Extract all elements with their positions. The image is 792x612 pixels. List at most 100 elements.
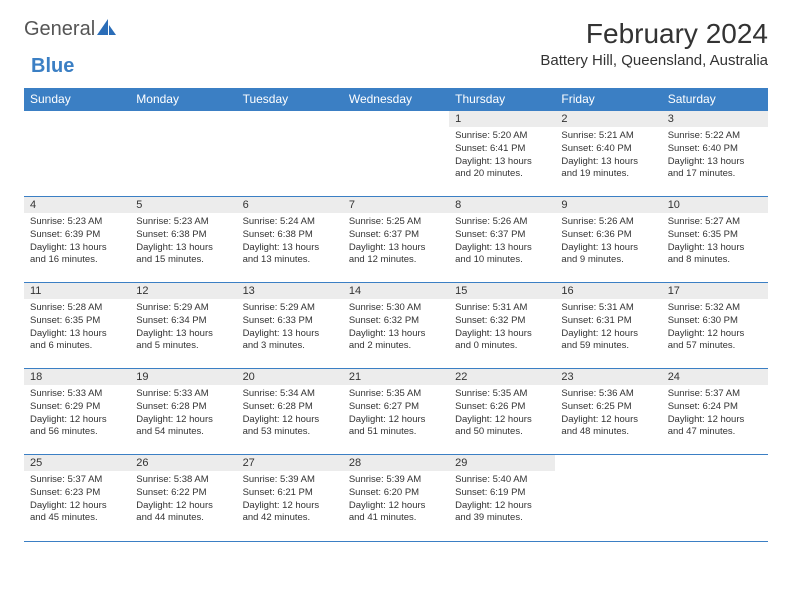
day-details: Sunrise: 5:32 AMSunset: 6:30 PMDaylight:… — [662, 299, 768, 357]
calendar-cell: 25Sunrise: 5:37 AMSunset: 6:23 PMDayligh… — [24, 455, 130, 541]
logo: General — [24, 18, 119, 41]
day-number: 26 — [130, 455, 236, 471]
calendar-cell: 3Sunrise: 5:22 AMSunset: 6:40 PMDaylight… — [662, 111, 768, 197]
calendar-cell: 21Sunrise: 5:35 AMSunset: 6:27 PMDayligh… — [343, 369, 449, 455]
calendar-cell: 8Sunrise: 5:26 AMSunset: 6:37 PMDaylight… — [449, 197, 555, 283]
calendar-cell: 15Sunrise: 5:31 AMSunset: 6:32 PMDayligh… — [449, 283, 555, 369]
day-number: 24 — [662, 369, 768, 385]
weekday-header-row: SundayMondayTuesdayWednesdayThursdayFrid… — [24, 88, 768, 111]
day-details: Sunrise: 5:35 AMSunset: 6:27 PMDaylight:… — [343, 385, 449, 443]
calendar-cell — [237, 111, 343, 197]
day-number: 27 — [237, 455, 343, 471]
day-number: 5 — [130, 197, 236, 213]
day-number: 16 — [555, 283, 661, 299]
day-details: Sunrise: 5:26 AMSunset: 6:37 PMDaylight:… — [449, 213, 555, 271]
calendar-cell: 23Sunrise: 5:36 AMSunset: 6:25 PMDayligh… — [555, 369, 661, 455]
weekday-header: Sunday — [24, 88, 130, 111]
calendar-cell: 14Sunrise: 5:30 AMSunset: 6:32 PMDayligh… — [343, 283, 449, 369]
day-details: Sunrise: 5:31 AMSunset: 6:32 PMDaylight:… — [449, 299, 555, 357]
day-number: 29 — [449, 455, 555, 471]
weekday-header: Tuesday — [237, 88, 343, 111]
calendar-row: 18Sunrise: 5:33 AMSunset: 6:29 PMDayligh… — [24, 369, 768, 455]
day-number: 11 — [24, 283, 130, 299]
day-number: 15 — [449, 283, 555, 299]
calendar-cell: 13Sunrise: 5:29 AMSunset: 6:33 PMDayligh… — [237, 283, 343, 369]
sail-icon — [97, 18, 117, 41]
day-details: Sunrise: 5:39 AMSunset: 6:20 PMDaylight:… — [343, 471, 449, 529]
day-details: Sunrise: 5:33 AMSunset: 6:28 PMDaylight:… — [130, 385, 236, 443]
day-details: Sunrise: 5:31 AMSunset: 6:31 PMDaylight:… — [555, 299, 661, 357]
day-details: Sunrise: 5:26 AMSunset: 6:36 PMDaylight:… — [555, 213, 661, 271]
day-number: 2 — [555, 111, 661, 127]
day-details: Sunrise: 5:29 AMSunset: 6:33 PMDaylight:… — [237, 299, 343, 357]
logo-text-blue: Blue — [31, 55, 74, 78]
day-details: Sunrise: 5:35 AMSunset: 6:26 PMDaylight:… — [449, 385, 555, 443]
day-number: 28 — [343, 455, 449, 471]
day-details: Sunrise: 5:37 AMSunset: 6:23 PMDaylight:… — [24, 471, 130, 529]
calendar-cell: 7Sunrise: 5:25 AMSunset: 6:37 PMDaylight… — [343, 197, 449, 283]
calendar-cell: 29Sunrise: 5:40 AMSunset: 6:19 PMDayligh… — [449, 455, 555, 541]
day-details: Sunrise: 5:20 AMSunset: 6:41 PMDaylight:… — [449, 127, 555, 185]
calendar-cell: 9Sunrise: 5:26 AMSunset: 6:36 PMDaylight… — [555, 197, 661, 283]
day-details: Sunrise: 5:38 AMSunset: 6:22 PMDaylight:… — [130, 471, 236, 529]
day-number: 22 — [449, 369, 555, 385]
calendar-cell: 2Sunrise: 5:21 AMSunset: 6:40 PMDaylight… — [555, 111, 661, 197]
calendar-cell: 26Sunrise: 5:38 AMSunset: 6:22 PMDayligh… — [130, 455, 236, 541]
day-details: Sunrise: 5:36 AMSunset: 6:25 PMDaylight:… — [555, 385, 661, 443]
bottom-rule — [24, 541, 768, 542]
calendar-cell: 10Sunrise: 5:27 AMSunset: 6:35 PMDayligh… — [662, 197, 768, 283]
title-block: February 2024 Battery Hill, Queensland, … — [540, 18, 768, 69]
day-number: 19 — [130, 369, 236, 385]
day-details: Sunrise: 5:33 AMSunset: 6:29 PMDaylight:… — [24, 385, 130, 443]
day-number: 8 — [449, 197, 555, 213]
calendar-row: 4Sunrise: 5:23 AMSunset: 6:39 PMDaylight… — [24, 197, 768, 283]
day-details: Sunrise: 5:23 AMSunset: 6:39 PMDaylight:… — [24, 213, 130, 271]
day-details: Sunrise: 5:40 AMSunset: 6:19 PMDaylight:… — [449, 471, 555, 529]
calendar-cell: 24Sunrise: 5:37 AMSunset: 6:24 PMDayligh… — [662, 369, 768, 455]
day-number: 25 — [24, 455, 130, 471]
day-details: Sunrise: 5:29 AMSunset: 6:34 PMDaylight:… — [130, 299, 236, 357]
calendar-cell: 11Sunrise: 5:28 AMSunset: 6:35 PMDayligh… — [24, 283, 130, 369]
day-number: 18 — [24, 369, 130, 385]
calendar-row: 11Sunrise: 5:28 AMSunset: 6:35 PMDayligh… — [24, 283, 768, 369]
day-number: 1 — [449, 111, 555, 127]
weekday-header: Monday — [130, 88, 236, 111]
calendar-row: 25Sunrise: 5:37 AMSunset: 6:23 PMDayligh… — [24, 455, 768, 541]
calendar-cell: 1Sunrise: 5:20 AMSunset: 6:41 PMDaylight… — [449, 111, 555, 197]
calendar-cell: 17Sunrise: 5:32 AMSunset: 6:30 PMDayligh… — [662, 283, 768, 369]
location: Battery Hill, Queensland, Australia — [540, 52, 768, 69]
day-number: 23 — [555, 369, 661, 385]
calendar-cell: 16Sunrise: 5:31 AMSunset: 6:31 PMDayligh… — [555, 283, 661, 369]
calendar-cell: 6Sunrise: 5:24 AMSunset: 6:38 PMDaylight… — [237, 197, 343, 283]
day-number: 14 — [343, 283, 449, 299]
calendar-cell: 5Sunrise: 5:23 AMSunset: 6:38 PMDaylight… — [130, 197, 236, 283]
day-number: 12 — [130, 283, 236, 299]
day-number: 7 — [343, 197, 449, 213]
calendar-body: 1Sunrise: 5:20 AMSunset: 6:41 PMDaylight… — [24, 111, 768, 541]
day-details: Sunrise: 5:24 AMSunset: 6:38 PMDaylight:… — [237, 213, 343, 271]
calendar-cell — [662, 455, 768, 541]
day-number: 9 — [555, 197, 661, 213]
calendar-cell: 19Sunrise: 5:33 AMSunset: 6:28 PMDayligh… — [130, 369, 236, 455]
day-number: 17 — [662, 283, 768, 299]
day-number: 21 — [343, 369, 449, 385]
day-details: Sunrise: 5:34 AMSunset: 6:28 PMDaylight:… — [237, 385, 343, 443]
logo-text-general: General — [24, 18, 95, 41]
day-number: 20 — [237, 369, 343, 385]
calendar-cell: 22Sunrise: 5:35 AMSunset: 6:26 PMDayligh… — [449, 369, 555, 455]
day-details: Sunrise: 5:28 AMSunset: 6:35 PMDaylight:… — [24, 299, 130, 357]
day-number: 6 — [237, 197, 343, 213]
day-details: Sunrise: 5:21 AMSunset: 6:40 PMDaylight:… — [555, 127, 661, 185]
day-details: Sunrise: 5:22 AMSunset: 6:40 PMDaylight:… — [662, 127, 768, 185]
calendar-cell: 12Sunrise: 5:29 AMSunset: 6:34 PMDayligh… — [130, 283, 236, 369]
calendar-cell: 28Sunrise: 5:39 AMSunset: 6:20 PMDayligh… — [343, 455, 449, 541]
calendar-cell: 27Sunrise: 5:39 AMSunset: 6:21 PMDayligh… — [237, 455, 343, 541]
month-title: February 2024 — [540, 18, 768, 50]
day-number: 3 — [662, 111, 768, 127]
weekday-header: Thursday — [449, 88, 555, 111]
day-details: Sunrise: 5:37 AMSunset: 6:24 PMDaylight:… — [662, 385, 768, 443]
day-details: Sunrise: 5:27 AMSunset: 6:35 PMDaylight:… — [662, 213, 768, 271]
weekday-header: Saturday — [662, 88, 768, 111]
calendar-table: SundayMondayTuesdayWednesdayThursdayFrid… — [24, 88, 768, 541]
day-number: 13 — [237, 283, 343, 299]
